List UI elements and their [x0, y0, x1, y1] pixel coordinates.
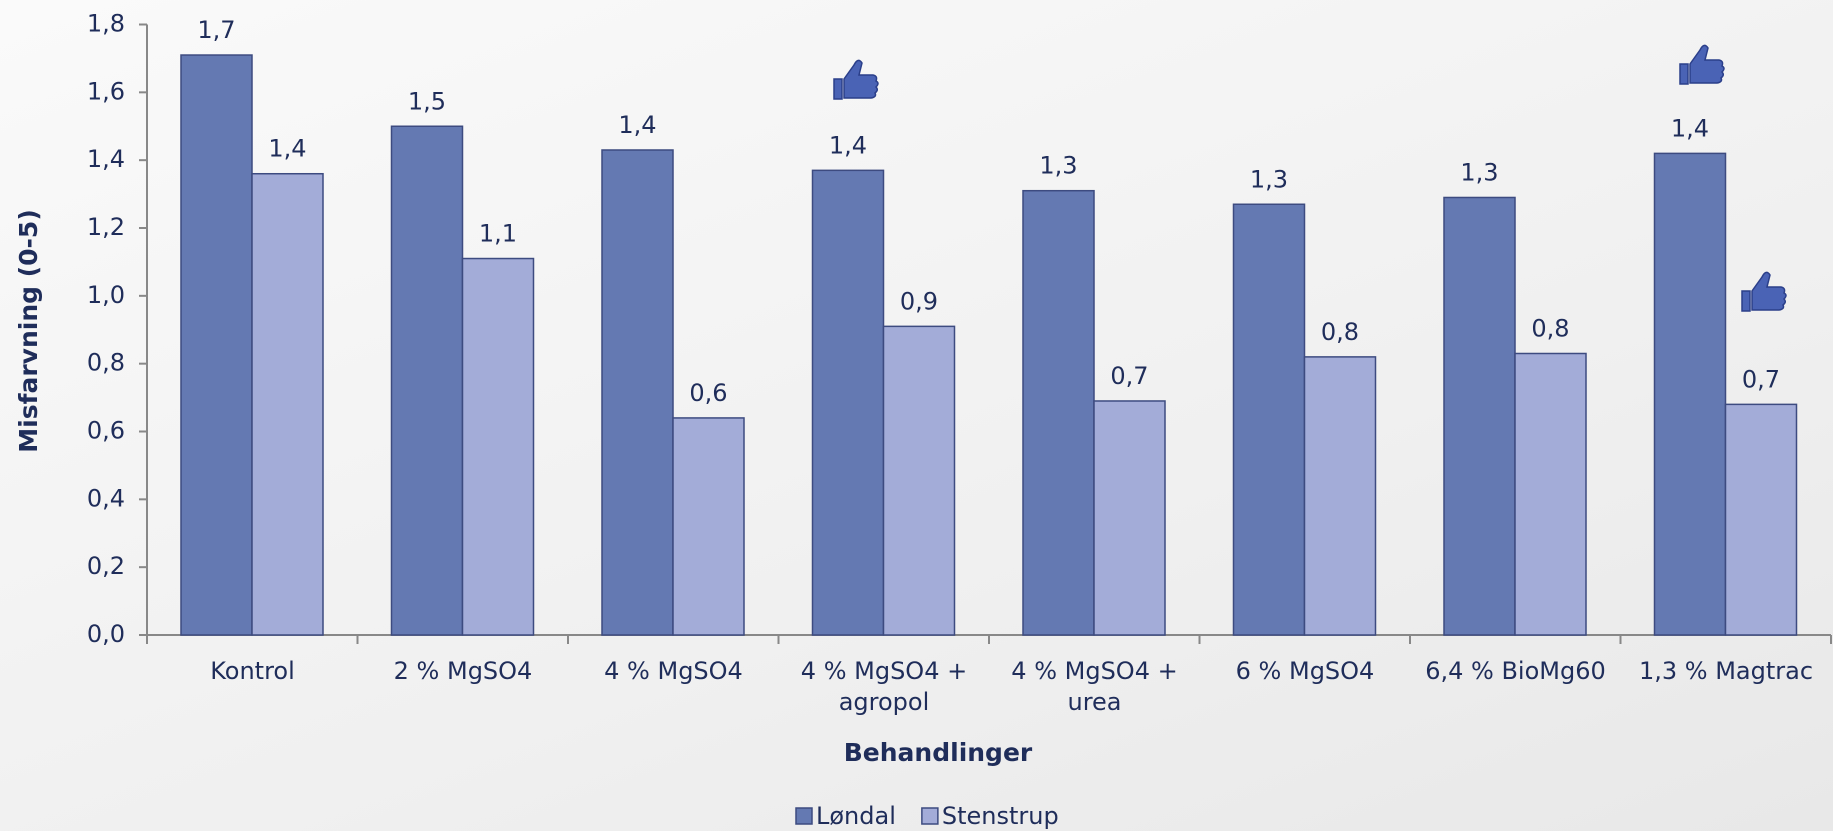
- data-label: 1,7: [197, 16, 235, 44]
- y-tick-label: 0,4: [87, 484, 125, 512]
- x-tick-label: 6 % MgSO4: [1235, 657, 1375, 685]
- thumbs-up: [1679, 44, 1725, 85]
- bar: [1724, 403, 1798, 636]
- y-tick-label: 0,2: [87, 552, 125, 580]
- bar: [180, 54, 253, 636]
- x-tick-label: Kontrol: [210, 657, 295, 685]
- data-label: 0,7: [1742, 365, 1780, 393]
- y-axis-label: Misfarvning (0-5): [14, 209, 43, 452]
- y-tick-label: 0,6: [87, 417, 125, 445]
- data-label: 1,5: [408, 87, 446, 115]
- bar: [1093, 400, 1166, 636]
- data-label: 0,8: [1321, 318, 1359, 346]
- y-tick-label: 1,6: [87, 77, 125, 105]
- x-tick-label: 2 % MgSO4: [393, 657, 533, 685]
- thumbs-icons: [833, 44, 1787, 312]
- data-label: 1,4: [1671, 114, 1709, 142]
- legend-label: Løndal: [816, 802, 896, 830]
- x-tick-label: 1,3 % Magtrac: [1638, 657, 1814, 685]
- bar: [882, 325, 956, 636]
- data-label: 0,7: [1110, 362, 1148, 390]
- data-label: 1,4: [618, 111, 656, 139]
- data-label: 1,4: [268, 135, 306, 163]
- x-tick-label: 4 % MgSO4 + urea: [1011, 657, 1178, 716]
- bar: [1232, 203, 1306, 636]
- y-tick-label: 1,8: [87, 10, 125, 38]
- x-tick-label: 4 % MgSO4: [604, 657, 743, 685]
- legend-swatch: [795, 807, 813, 825]
- x-tick-label: 6,4 % BioMg60: [1425, 657, 1606, 685]
- bar: [1653, 152, 1727, 636]
- bar: [1443, 196, 1516, 636]
- data-label: 0,9: [900, 287, 938, 315]
- y-tick-label: 0,0: [87, 620, 125, 648]
- y-tick-label: 0,8: [87, 349, 125, 377]
- data-label: 1,3: [1460, 158, 1498, 186]
- bar: [601, 149, 674, 636]
- data-label: 0,6: [689, 379, 727, 407]
- y-tick-label: 1,4: [87, 145, 125, 173]
- bar: [390, 125, 464, 636]
- data-label: 1,3: [1039, 152, 1077, 180]
- bar: [251, 172, 324, 636]
- bar: [1303, 356, 1377, 636]
- bar: [672, 417, 745, 636]
- y-tick-label: 1,0: [87, 281, 125, 309]
- thumbs-up: [1741, 271, 1787, 312]
- bar: [811, 169, 885, 636]
- legend-swatch: [921, 807, 939, 825]
- data-label: 1,4: [829, 131, 867, 159]
- bar: [461, 257, 535, 636]
- legend-label: Stenstrup: [942, 802, 1059, 830]
- thumbs-up: [833, 59, 879, 100]
- x-axis-label: Behandlinger: [844, 738, 1033, 767]
- data-label: 1,1: [479, 220, 517, 248]
- data-label: 1,3: [1250, 165, 1288, 193]
- x-tick-label: 4 % MgSO4 + agropol: [800, 657, 968, 716]
- bar: [1514, 352, 1587, 636]
- bar: [1022, 189, 1095, 636]
- y-tick-label: 1,2: [87, 213, 125, 241]
- data-label: 0,8: [1531, 314, 1569, 342]
